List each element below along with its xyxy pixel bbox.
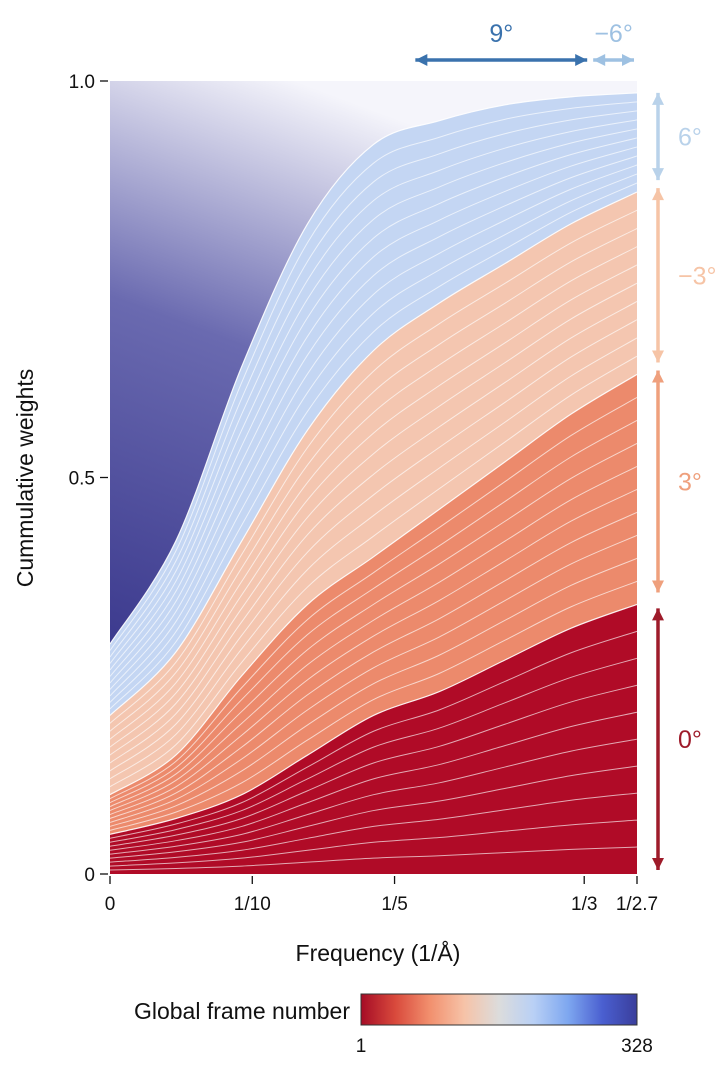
colorbar-gradient xyxy=(360,993,638,1026)
frame-line xyxy=(109,534,638,823)
annotation-label: −6° xyxy=(594,20,633,48)
frame-line xyxy=(109,442,638,808)
y-tick-label: 0 xyxy=(84,865,95,886)
annotation-arrow-0-head xyxy=(575,54,588,66)
annotation-label: 0° xyxy=(678,726,702,754)
x-tick-label: 1/5 xyxy=(381,894,407,915)
frame-line xyxy=(109,657,638,843)
x-tick-label: 0 xyxy=(105,894,116,915)
frame-line xyxy=(109,630,638,839)
frame-line xyxy=(109,711,638,851)
x-tick-label: 1/2.7 xyxy=(616,894,658,915)
frame-line xyxy=(109,419,638,804)
x-tick-label: 1/3 xyxy=(571,894,597,915)
frame-line xyxy=(109,319,638,772)
frame-lines xyxy=(109,92,638,871)
frame-line xyxy=(109,488,638,815)
frame-line xyxy=(109,137,638,677)
frame-line xyxy=(109,511,638,819)
annotation-arrow-2 xyxy=(652,92,664,181)
annotation-arrow-5-head xyxy=(652,858,664,870)
annotation-label: −3° xyxy=(678,262,717,290)
annotation-arrow-0 xyxy=(415,54,588,66)
frame-line xyxy=(109,128,638,671)
annotation-arrow-3-head xyxy=(652,350,664,363)
group-boundary-line xyxy=(109,373,638,796)
colorbar-max-label: 328 xyxy=(621,1036,653,1057)
frame-line xyxy=(109,155,638,690)
annotation-label: 6° xyxy=(678,124,702,152)
annotation-arrow-4-head xyxy=(652,370,664,383)
angle-annotations: 9° −6° 6° −3° 3° 0° xyxy=(415,20,717,870)
frame-line xyxy=(109,465,638,812)
frame-line xyxy=(109,301,638,764)
annotation-arrow-1-head xyxy=(593,54,606,66)
annotation-arrow-2-head xyxy=(652,168,664,181)
annotation-arrow-5-head xyxy=(652,608,664,621)
group-boundary-line xyxy=(109,603,638,835)
layer-0deg xyxy=(110,604,637,874)
area-layers xyxy=(110,81,637,874)
frame-line xyxy=(109,182,638,710)
frame-line xyxy=(109,355,638,788)
frame-line xyxy=(109,557,638,827)
frame-line xyxy=(109,792,638,863)
frame-line xyxy=(109,396,638,800)
colorbar-min-label: 1 xyxy=(356,1036,367,1057)
frame-line xyxy=(109,246,638,740)
frame-line xyxy=(109,846,638,871)
x-tick-label: 1/10 xyxy=(234,894,271,915)
annotation-arrow-2-head xyxy=(652,92,664,105)
annotation-arrow-3-head xyxy=(652,188,664,201)
frame-line xyxy=(109,819,638,867)
annotation-arrow-5 xyxy=(652,608,664,870)
frame-line xyxy=(109,146,638,684)
annotation-label: 3° xyxy=(678,468,702,496)
colorbar: Global frame number 1 328 xyxy=(134,993,653,1057)
frame-line xyxy=(109,173,638,703)
frame-line xyxy=(109,684,638,847)
annotation-arrow-1-head xyxy=(622,54,634,66)
frame-line xyxy=(109,101,638,651)
frame-line xyxy=(109,738,638,855)
frame-line xyxy=(109,580,638,831)
annotation-arrow-4-head xyxy=(652,580,664,593)
frame-line xyxy=(109,119,638,664)
annotation-arrow-4 xyxy=(652,370,664,593)
annotation-arrow-3 xyxy=(652,188,664,363)
group-boundary-line xyxy=(109,191,638,716)
layer-9deg xyxy=(110,81,637,645)
frame-line xyxy=(109,164,638,697)
y-tick-label: 1.0 xyxy=(69,72,95,93)
frame-line xyxy=(109,282,638,756)
frame-line xyxy=(109,765,638,859)
group-boundary-line xyxy=(109,92,638,645)
y-axis-title: Cummulative weights xyxy=(12,369,38,588)
frame-line xyxy=(109,209,638,724)
y-tick-label: 0.5 xyxy=(69,469,95,490)
frame-line xyxy=(109,337,638,780)
colorbar-label: Global frame number xyxy=(134,998,350,1024)
axes: 0 0.5 1.0 0 1/10 1/5 1/3 1/2.7 xyxy=(69,72,659,915)
annotation-arrow-1 xyxy=(593,54,634,66)
annotation-label: 9° xyxy=(489,20,513,48)
frame-line xyxy=(109,264,638,748)
x-axis-title: Frequency (1/Å) xyxy=(296,939,461,966)
frame-line xyxy=(109,228,638,732)
frame-line xyxy=(109,110,638,658)
annotation-arrow-0-head xyxy=(415,54,428,66)
